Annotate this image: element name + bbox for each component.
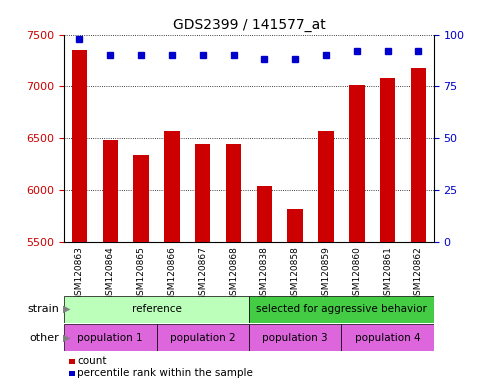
Text: GSM120864: GSM120864 <box>106 247 115 301</box>
Text: GSM120861: GSM120861 <box>383 247 392 301</box>
Bar <box>318 131 334 242</box>
Text: GSM120867: GSM120867 <box>198 247 207 301</box>
Text: GSM120858: GSM120858 <box>291 247 300 301</box>
Text: GSM120866: GSM120866 <box>168 247 176 301</box>
Text: other: other <box>30 333 59 343</box>
Text: population 2: population 2 <box>170 333 236 343</box>
Bar <box>72 50 87 242</box>
Text: strain: strain <box>27 304 59 314</box>
Bar <box>157 324 249 351</box>
Bar <box>64 296 249 323</box>
Text: GSM120863: GSM120863 <box>75 247 84 301</box>
Bar <box>380 78 395 242</box>
Text: reference: reference <box>132 304 181 314</box>
Bar <box>226 144 241 242</box>
Text: GSM120860: GSM120860 <box>352 247 361 301</box>
Text: GSM120838: GSM120838 <box>260 247 269 301</box>
Bar <box>249 324 341 351</box>
Text: population 4: population 4 <box>355 333 421 343</box>
Bar <box>257 186 272 242</box>
Bar <box>249 296 434 323</box>
Bar <box>195 144 211 242</box>
Bar <box>341 324 434 351</box>
Text: count: count <box>77 356 107 366</box>
Text: selected for aggressive behavior: selected for aggressive behavior <box>256 304 427 314</box>
Bar <box>411 68 426 242</box>
Text: GSM120865: GSM120865 <box>137 247 145 301</box>
Text: percentile rank within the sample: percentile rank within the sample <box>77 368 253 379</box>
Text: population 3: population 3 <box>262 333 328 343</box>
Text: GSM120862: GSM120862 <box>414 247 423 301</box>
Text: population 1: population 1 <box>77 333 143 343</box>
Title: GDS2399 / 141577_at: GDS2399 / 141577_at <box>173 18 325 32</box>
Text: ▶: ▶ <box>63 333 70 343</box>
Text: GSM120859: GSM120859 <box>321 247 330 301</box>
Bar <box>134 155 149 242</box>
Text: GSM120868: GSM120868 <box>229 247 238 301</box>
Bar <box>287 209 303 242</box>
Bar <box>103 140 118 242</box>
Bar <box>164 131 179 242</box>
Bar <box>64 324 157 351</box>
Text: ▶: ▶ <box>63 304 70 314</box>
Bar <box>349 85 364 242</box>
